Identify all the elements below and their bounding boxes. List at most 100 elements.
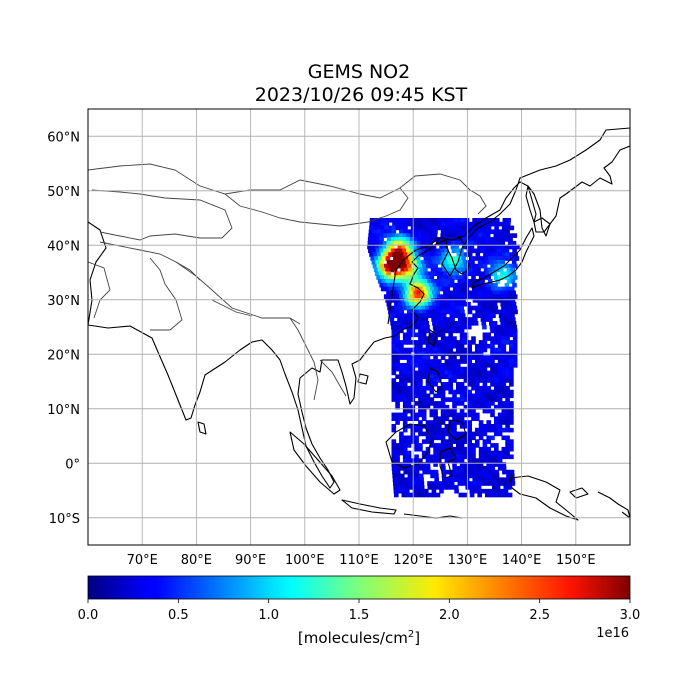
no2-pixel — [425, 427, 431, 433]
no2-pixel — [403, 263, 408, 269]
no2-pixel — [429, 305, 434, 311]
no2-pixel — [421, 374, 427, 380]
no2-pixel — [506, 221, 511, 227]
x-tick-label: 140°E — [502, 553, 542, 568]
no2-pixel — [409, 237, 415, 242]
no2-pixel — [486, 355, 491, 360]
no2-pixel — [458, 321, 464, 326]
no2-pixel — [402, 282, 407, 288]
no2-pixel — [418, 294, 423, 299]
no2-pixel — [439, 321, 445, 326]
no2-pixel — [434, 221, 439, 227]
no2-pixel — [478, 378, 484, 383]
no2-pixel — [444, 397, 450, 402]
no2-pixel — [414, 294, 419, 299]
no2-pixel — [419, 481, 425, 486]
no2-pixel — [448, 324, 453, 330]
no2-pixel — [494, 252, 499, 257]
no2-pixel — [392, 313, 398, 319]
no2-pixel — [418, 443, 423, 448]
no2-pixel — [399, 466, 404, 471]
no2-pixel — [502, 252, 507, 257]
no2-pixel — [479, 313, 485, 319]
no2-pixel — [371, 244, 376, 250]
no2-pixel — [421, 237, 426, 242]
no2-pixel — [437, 389, 442, 395]
no2-pixel — [501, 328, 507, 334]
no2-pixel — [478, 462, 484, 467]
no2-pixel — [459, 393, 465, 399]
no2-pixel — [448, 332, 453, 338]
no2-pixel — [418, 424, 423, 429]
no2-pixel — [425, 446, 431, 452]
no2-pixel — [418, 370, 423, 376]
no2-pixel — [433, 229, 438, 235]
y-tick-label: 30°N — [47, 294, 80, 309]
no2-pixel — [402, 382, 408, 387]
no2-pixel — [494, 347, 499, 353]
no2-pixel — [482, 309, 488, 315]
no2-pixel — [482, 389, 488, 395]
no2-pixel — [370, 256, 375, 261]
no2-pixel — [367, 237, 373, 242]
no2-pixel — [512, 275, 518, 280]
no2-pixel — [439, 244, 444, 250]
no2-pixel — [497, 397, 503, 402]
no2-pixel — [403, 466, 408, 471]
no2-pixel — [481, 290, 486, 296]
no2-pixel — [435, 317, 440, 322]
no2-pixel — [414, 343, 419, 349]
no2-pixel — [449, 221, 454, 227]
no2-pixel — [475, 469, 481, 475]
no2-pixel — [377, 267, 383, 273]
no2-pixel — [505, 363, 510, 368]
no2-pixel — [495, 298, 501, 303]
no2-pixel — [456, 466, 461, 471]
no2-pixel — [395, 366, 400, 372]
no2-pixel — [478, 294, 484, 299]
no2-pixel — [456, 374, 461, 380]
no2-pixel — [418, 328, 423, 334]
no2-pixel — [478, 446, 484, 452]
no2-pixel — [486, 454, 491, 460]
no2-pixel — [471, 355, 476, 360]
no2-pixel — [487, 313, 493, 319]
no2-pixel — [452, 446, 457, 452]
no2-pixel — [406, 355, 412, 360]
no2-pixel — [482, 382, 488, 387]
no2-pixel — [503, 485, 508, 490]
no2-pixel — [481, 282, 487, 288]
no2-pixel — [456, 446, 461, 452]
no2-pixel — [429, 378, 435, 383]
no2-pixel — [433, 355, 438, 360]
no2-pixel — [501, 412, 507, 418]
border-mongolia — [224, 187, 409, 227]
no2-pixel — [459, 294, 465, 299]
x-tick-label: 100°E — [285, 553, 325, 568]
no2-pixel — [505, 420, 510, 425]
no2-pixel — [437, 458, 442, 463]
map-area — [88, 127, 630, 521]
no2-pixel — [511, 271, 517, 277]
no2-pixel — [402, 462, 408, 467]
no2-pixel — [383, 229, 389, 235]
no2-pixel — [456, 439, 461, 444]
no2-pixel — [467, 363, 472, 368]
no2-pixel — [418, 427, 423, 433]
no2-pixel — [454, 271, 460, 277]
no2-pixel — [496, 488, 501, 494]
no2-pixel — [434, 477, 439, 483]
no2-pixel — [490, 340, 495, 345]
no2-pixel — [506, 298, 512, 303]
no2-pixel — [501, 389, 507, 395]
no2-pixel — [486, 404, 491, 410]
no2-pixel — [433, 328, 438, 334]
no2-pixel — [494, 378, 499, 383]
no2-pixel — [424, 271, 429, 277]
no2-pixel — [386, 301, 392, 307]
no2-pixel — [456, 229, 461, 235]
no2-pixel — [431, 481, 436, 486]
no2-pixel — [512, 248, 517, 254]
no2-pixel — [409, 321, 414, 326]
no2-pixel — [395, 393, 400, 399]
